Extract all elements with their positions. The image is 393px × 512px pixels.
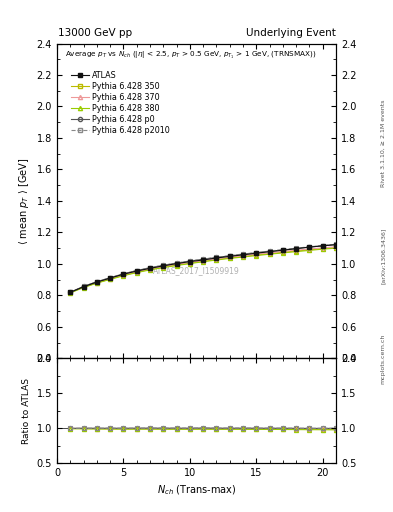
Y-axis label: $\langle$ mean $p_T$ $\rangle$ [GeV]: $\langle$ mean $p_T$ $\rangle$ [GeV]	[17, 157, 31, 245]
Text: Average $p_T$ vs $N_{ch}$ ($|\eta|$ < 2.5, $p_T$ > 0.5 GeV, $p_{T_1}$ > 1 GeV, (: Average $p_T$ vs $N_{ch}$ ($|\eta|$ < 2.…	[65, 50, 317, 61]
Y-axis label: Ratio to ATLAS: Ratio to ATLAS	[22, 378, 31, 444]
Text: [arXiv:1306.3436]: [arXiv:1306.3436]	[381, 228, 386, 284]
Text: Underlying Event: Underlying Event	[246, 28, 336, 38]
Legend: ATLAS, Pythia 6.428 350, Pythia 6.428 370, Pythia 6.428 380, Pythia 6.428 p0, Py: ATLAS, Pythia 6.428 350, Pythia 6.428 37…	[70, 70, 171, 137]
Text: mcplots.cern.ch: mcplots.cern.ch	[381, 333, 386, 383]
Text: Rivet 3.1.10, ≥ 2.1M events: Rivet 3.1.10, ≥ 2.1M events	[381, 100, 386, 187]
Text: 13000 GeV pp: 13000 GeV pp	[58, 28, 132, 38]
X-axis label: $N_{ch}$ (Trans-max): $N_{ch}$ (Trans-max)	[157, 484, 236, 497]
Text: ATLAS_2017_I1509919: ATLAS_2017_I1509919	[153, 266, 240, 275]
